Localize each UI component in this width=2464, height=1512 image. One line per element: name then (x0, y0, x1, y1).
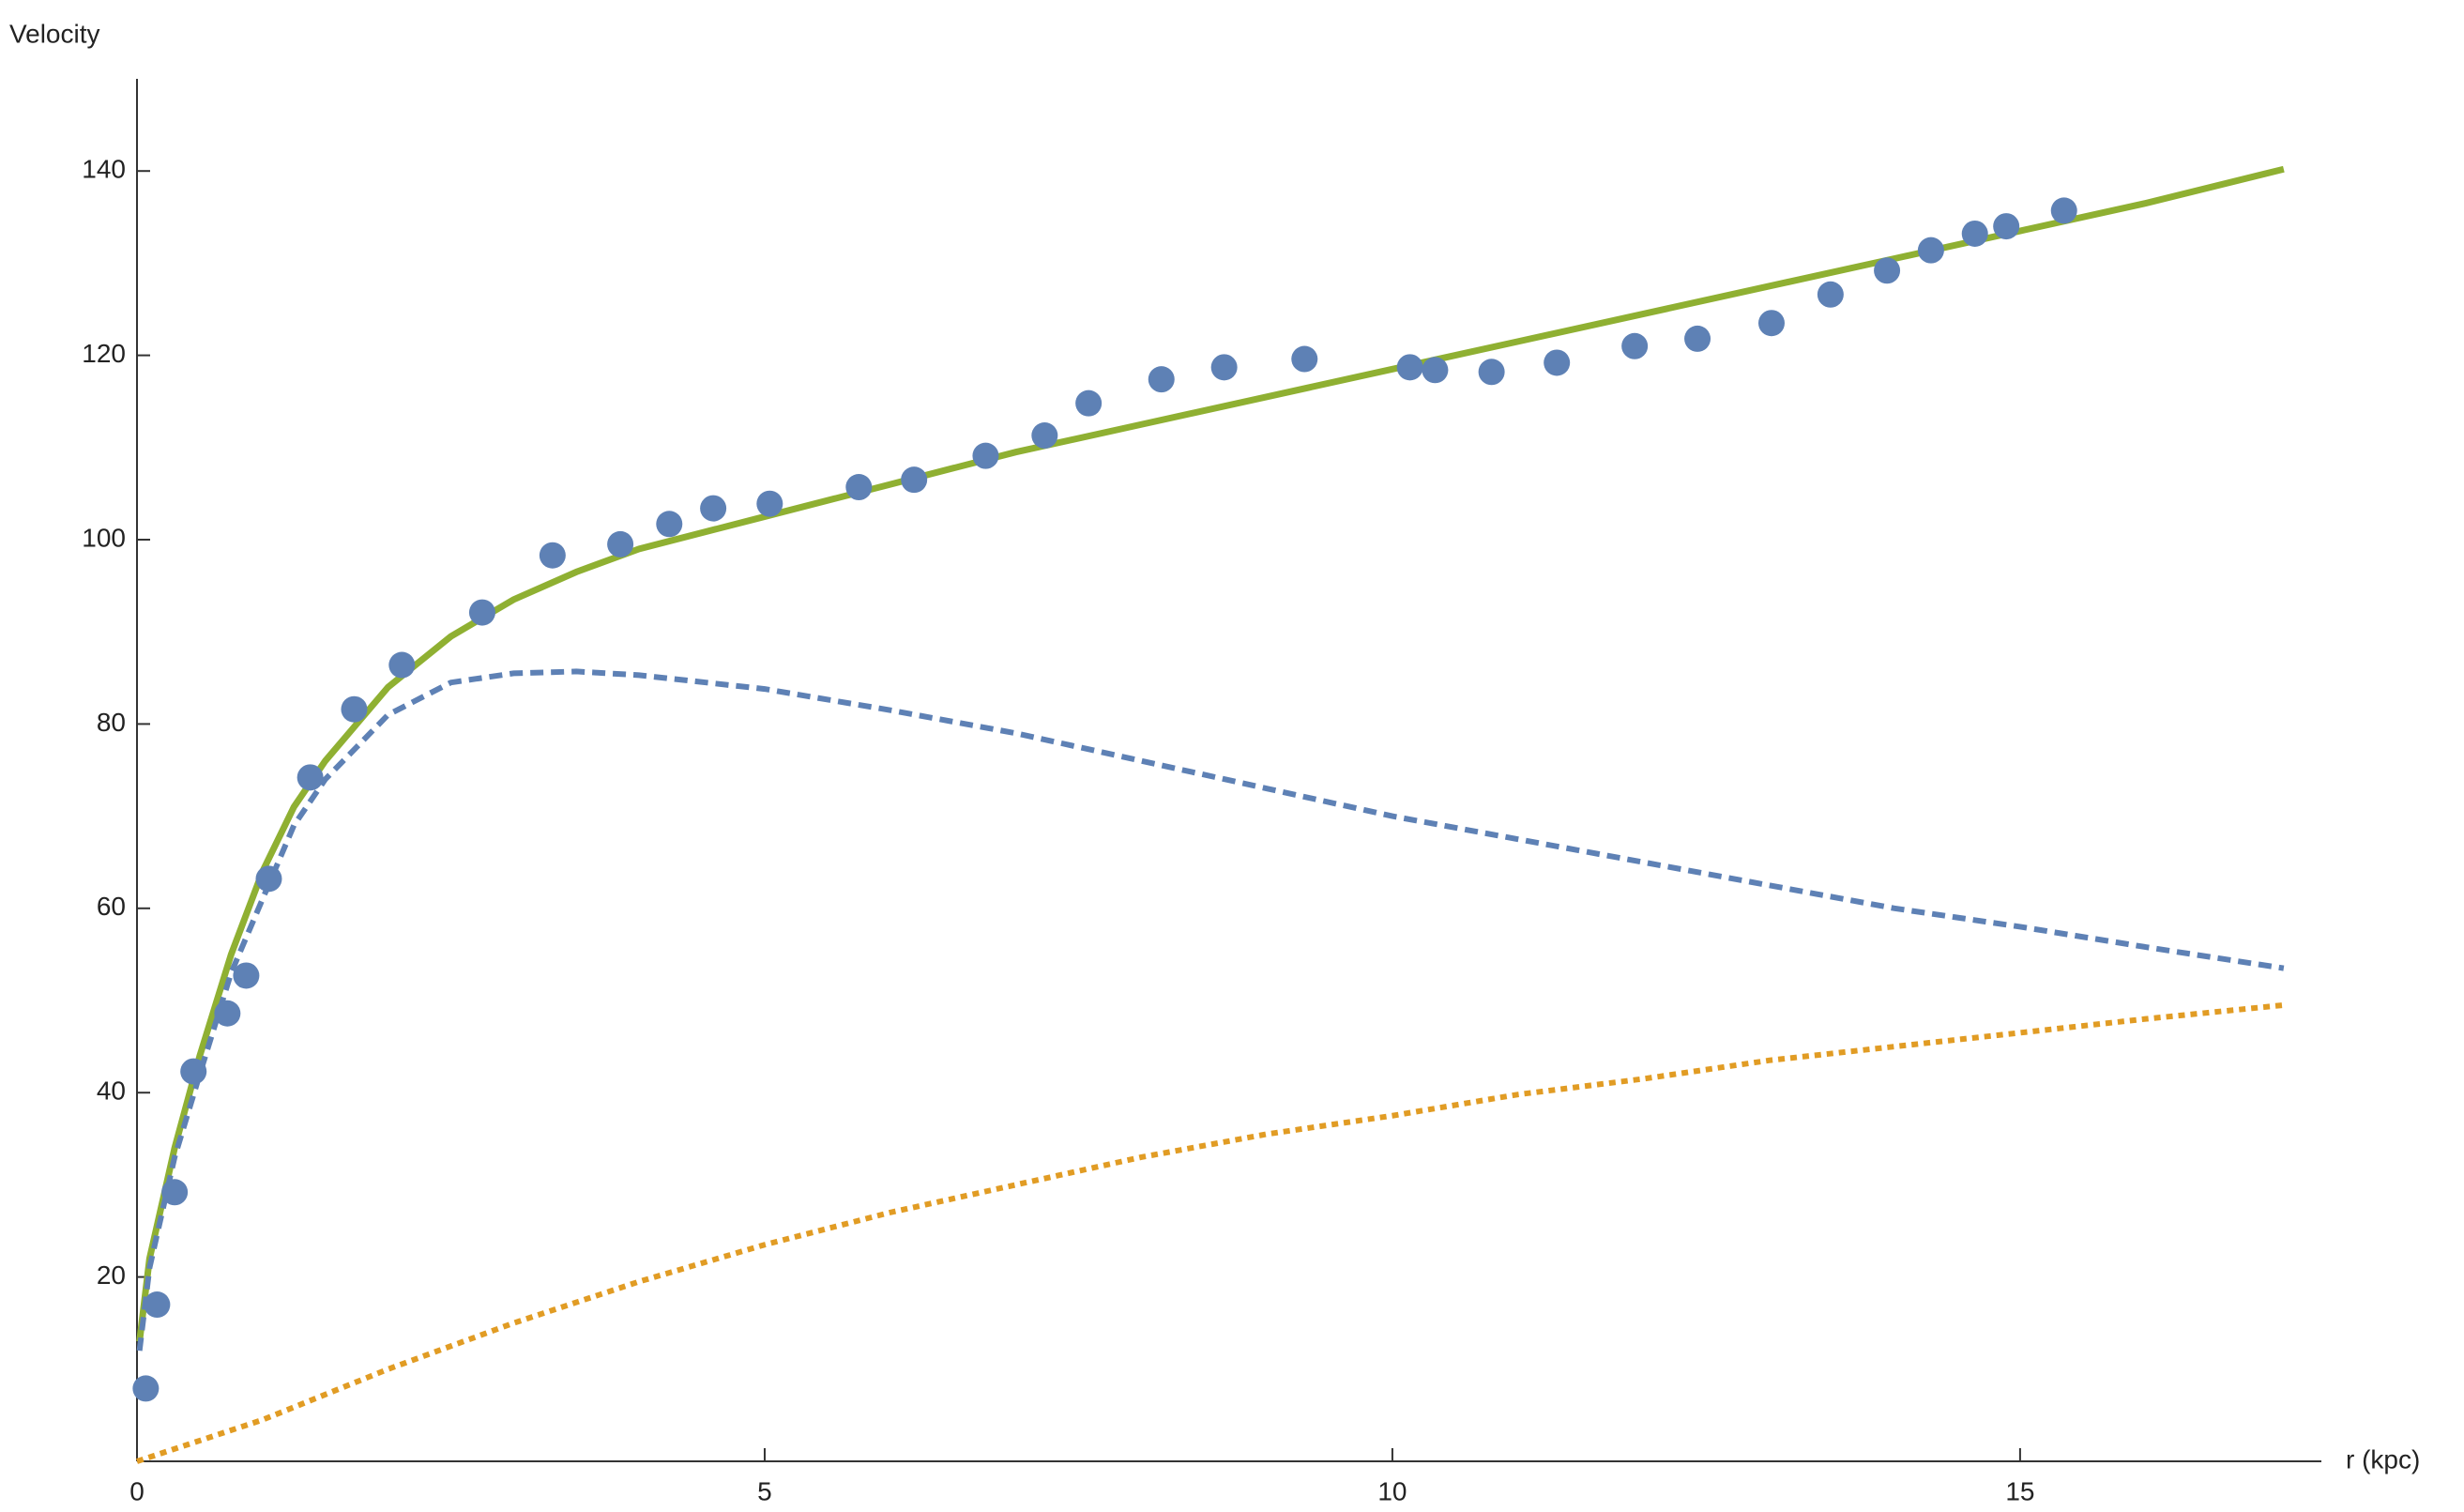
data-point (1210, 354, 1238, 381)
data-point (1544, 349, 1571, 376)
y-tick-label: 40 (97, 1077, 126, 1106)
x-tick-label: 0 (129, 1476, 144, 1505)
data-point (539, 542, 566, 569)
data-point (1757, 310, 1785, 337)
data-point (756, 490, 783, 517)
data-point (1874, 257, 1901, 284)
data-point (233, 962, 260, 989)
data-point (1396, 354, 1423, 381)
y-axis-label: Velocity (9, 19, 100, 48)
model-curve (136, 668, 2285, 1352)
data-point (341, 695, 368, 723)
data-point (1621, 332, 1649, 359)
x-tick-label: 10 (1377, 1476, 1407, 1505)
data-point (468, 599, 495, 626)
model-curve (136, 1001, 2285, 1464)
data-point (901, 466, 928, 494)
y-tick-label: 140 (82, 155, 126, 184)
data-point (388, 651, 416, 679)
data-point (161, 1179, 189, 1206)
y-tick-label: 100 (82, 523, 126, 552)
data-point (972, 442, 999, 469)
data-point (1075, 389, 1103, 417)
data-point (845, 474, 873, 501)
data-point (1422, 357, 1449, 384)
data-point (1684, 325, 1711, 352)
data-point (656, 511, 683, 538)
data-point (1917, 237, 1944, 264)
data-point (180, 1058, 207, 1085)
data-point (700, 495, 727, 522)
y-tick-label: 60 (97, 892, 126, 921)
data-point (1291, 345, 1318, 373)
y-tick-label: 20 (97, 1260, 126, 1290)
data-point (1148, 366, 1175, 393)
data-point (144, 1291, 171, 1319)
data-point (607, 530, 634, 557)
model-curve (136, 165, 2285, 1342)
data-point (1817, 281, 1844, 308)
data-point (2050, 197, 2077, 224)
data-point (255, 865, 282, 893)
data-point (132, 1375, 160, 1402)
y-tick-label: 80 (97, 708, 126, 737)
x-axis-label: r (kpc) (2346, 1444, 2420, 1474)
data-point (1031, 422, 1058, 450)
x-tick-label: 15 (2005, 1476, 2034, 1505)
data-point (1993, 213, 2020, 240)
data-point (214, 1000, 241, 1027)
data-point (1478, 359, 1505, 386)
y-tick-label: 120 (82, 339, 126, 368)
x-tick-label: 5 (757, 1476, 772, 1505)
data-point (297, 764, 324, 791)
data-point (1961, 220, 1988, 247)
